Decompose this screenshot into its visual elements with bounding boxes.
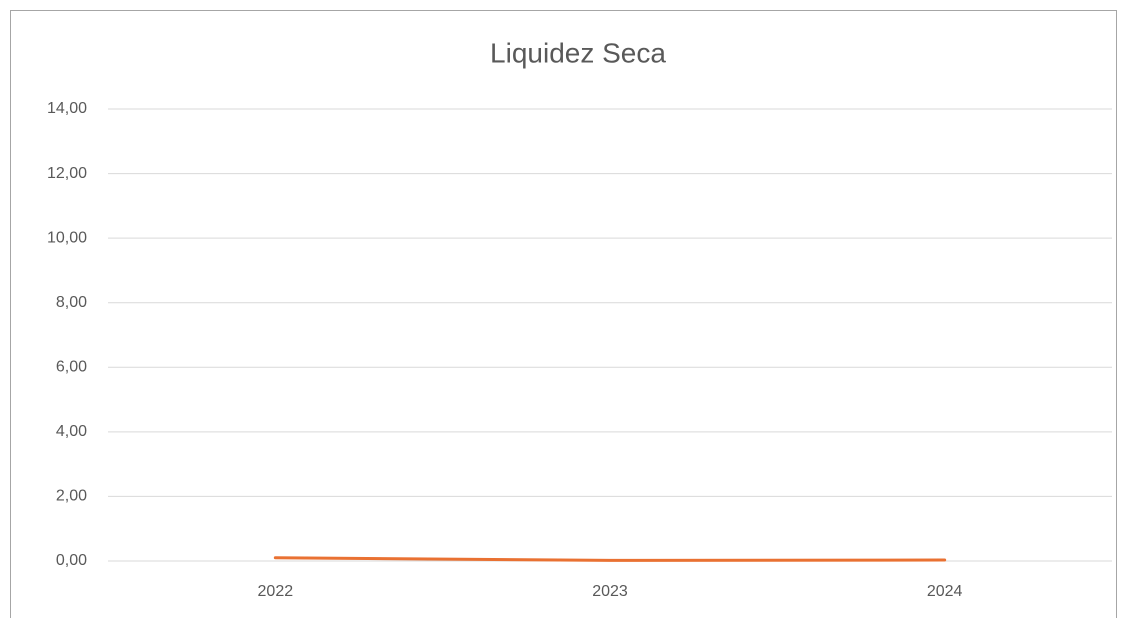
x-tick-label: 2024	[927, 583, 963, 600]
y-tick-label: 4,00	[56, 423, 87, 440]
x-tick-label: 2023	[592, 583, 628, 600]
y-tick-label: 0,00	[56, 552, 87, 569]
y-tick-label: 6,00	[56, 359, 87, 376]
line	[273, 556, 947, 562]
chart-border	[10, 10, 1117, 618]
y-tick-label: 12,00	[47, 165, 87, 182]
y-tick-label: 14,00	[47, 100, 87, 117]
y-tick-label: 2,00	[56, 488, 87, 505]
x-tick-label: 2022	[258, 583, 294, 600]
y-tick-label: 10,00	[47, 229, 87, 246]
chart-title: Liquidez Seca	[490, 37, 666, 68]
y-tick-label: 8,00	[56, 294, 87, 311]
